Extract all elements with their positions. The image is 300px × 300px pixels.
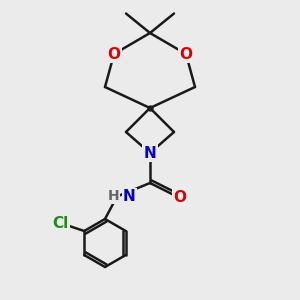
Text: Cl: Cl — [52, 216, 68, 231]
Text: N: N — [123, 189, 136, 204]
Text: O: O — [107, 46, 121, 62]
Text: O: O — [173, 190, 187, 206]
Text: O: O — [179, 46, 193, 62]
Text: H: H — [108, 190, 119, 203]
Text: N: N — [144, 146, 156, 160]
